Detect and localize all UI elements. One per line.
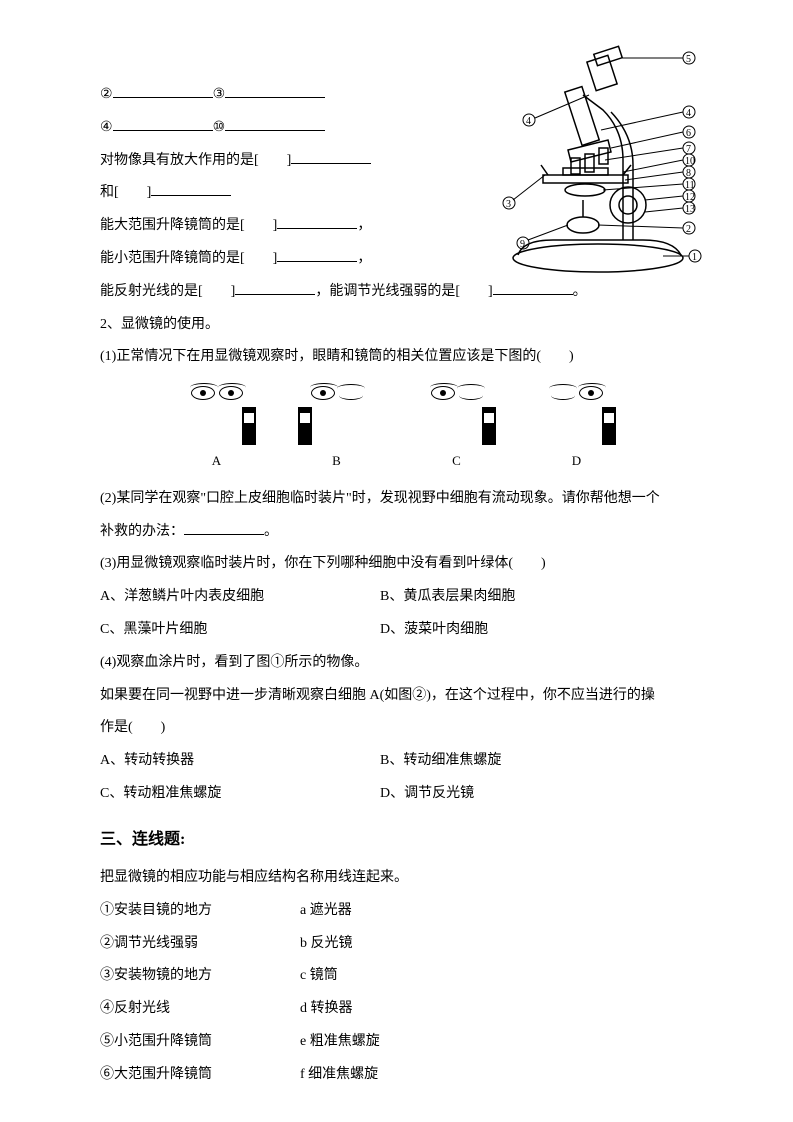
svg-text:12: 12: [685, 192, 695, 203]
match-right-5: e 粗准焦螺旋: [300, 1027, 380, 1058]
q2-p4ob: B、转动细准焦螺旋: [380, 746, 501, 777]
microscope-diagram: 5 4 4 6 7 10 8 11 12 13 2 1 3 9: [473, 40, 713, 280]
q1-bigrange: 能大范围升降镜筒的是[ ]，: [100, 211, 440, 242]
q1-blank-line1: ②③: [100, 80, 440, 111]
q2-p4-row2: C、转动粗准焦螺旋 D、调节反光镜: [100, 779, 693, 810]
match-left-4: ④反射光线: [100, 994, 300, 1025]
match-row-2: ②调节光线强弱 b 反光镜: [100, 929, 693, 960]
option-a: A: [172, 381, 262, 476]
svg-text:6: 6: [686, 128, 691, 139]
q2-p4c: 作是( ): [100, 713, 693, 744]
svg-text:11: 11: [685, 180, 695, 191]
eye-position-options: A B C D: [100, 381, 693, 476]
q2-p3b: B、黄瓜表层果肉细胞: [380, 582, 515, 613]
match-right-3: c 镜筒: [300, 961, 338, 992]
q2-p3-row1: A、洋葱鳞片叶内表皮细胞 B、黄瓜表层果肉细胞: [100, 582, 693, 613]
match-left-1: ①安装目镜的地方: [100, 896, 300, 927]
q2-p2a: (2)某同学在观察"口腔上皮细胞临时装片"时，发现视野中细胞有流动现象。请你帮他…: [100, 484, 693, 515]
match-right-1: a 遮光器: [300, 896, 352, 927]
q1-blank-line2: ④⑩: [100, 113, 440, 144]
q1-magnify: 对物像具有放大作用的是[ ]: [100, 146, 440, 177]
q2-p4b: 如果要在同一视野中进一步清晰观察白细胞 A(如图②)，在这个过程中，你不应当进行…: [100, 681, 693, 712]
match-left-2: ②调节光线强弱: [100, 929, 300, 960]
match-row-5: ⑤小范围升降镜筒 e 粗准焦螺旋: [100, 1027, 693, 1058]
section-3-title: 三、连线题:: [100, 822, 693, 857]
match-left-5: ⑤小范围升降镜筒: [100, 1027, 300, 1058]
match-left-6: ⑥大范围升降镜筒: [100, 1060, 300, 1091]
svg-text:8: 8: [686, 168, 691, 179]
q2-p3: (3)用显微镜观察临时装片时，你在下列哪种细胞中没有看到叶绿体( ): [100, 549, 693, 580]
q2-p4a: (4)观察血涂片时，看到了图①所示的物像。: [100, 648, 693, 679]
match-row-3: ③安装物镜的地方 c 镜筒: [100, 961, 693, 992]
match-row-1: ①安装目镜的地方 a 遮光器: [100, 896, 693, 927]
q3-intro: 把显微镜的相应功能与相应结构名称用线连起来。: [100, 863, 693, 894]
q2-p3a: A、洋葱鳞片叶内表皮细胞: [100, 582, 380, 613]
q2-p2b: 补救的办法：。: [100, 517, 693, 548]
svg-text:3: 3: [506, 199, 511, 210]
q2-p3d: D、菠菜叶肉细胞: [380, 615, 488, 646]
q2-p3c: C、黑藻叶片细胞: [100, 615, 380, 646]
q2-p3-row2: C、黑藻叶片细胞 D、菠菜叶肉细胞: [100, 615, 693, 646]
q2-heading: 2、显微镜的使用。: [100, 310, 693, 341]
q1-and: 和[ ]: [100, 178, 440, 209]
svg-text:10: 10: [685, 156, 695, 167]
svg-text:9: 9: [520, 239, 525, 250]
option-c: C: [412, 381, 502, 476]
option-b: B: [292, 381, 382, 476]
q2-p1: (1)正常情况下在用显微镜观察时，眼睛和镜筒的相关位置应该是下图的( ): [100, 342, 693, 373]
match-right-4: d 转换器: [300, 994, 353, 1025]
option-d: D: [532, 381, 622, 476]
match-left-3: ③安装物镜的地方: [100, 961, 300, 992]
q2-p4-row1: A、转动转换器 B、转动细准焦螺旋: [100, 746, 693, 777]
svg-text:4: 4: [526, 116, 531, 127]
q2-p4od: D、调节反光镜: [380, 779, 474, 810]
svg-text:13: 13: [685, 204, 695, 215]
match-row-4: ④反射光线 d 转换器: [100, 994, 693, 1025]
svg-text:1: 1: [692, 252, 697, 263]
q1-smallrange: 能小范围升降镜筒的是[ ]，: [100, 244, 440, 275]
q2-p4oc: C、转动粗准焦螺旋: [100, 779, 380, 810]
match-row-6: ⑥大范围升降镜筒 f 细准焦螺旋: [100, 1060, 693, 1091]
q1-reflect: 能反射光线的是[ ]，能调节光线强弱的是[ ]。: [100, 277, 693, 308]
q2-p4oa: A、转动转换器: [100, 746, 380, 777]
match-right-6: f 细准焦螺旋: [300, 1060, 378, 1091]
svg-text:2: 2: [686, 224, 691, 235]
svg-text:7: 7: [686, 144, 691, 155]
match-right-2: b 反光镜: [300, 929, 353, 960]
svg-text:4: 4: [686, 108, 691, 119]
svg-text:5: 5: [686, 54, 691, 65]
